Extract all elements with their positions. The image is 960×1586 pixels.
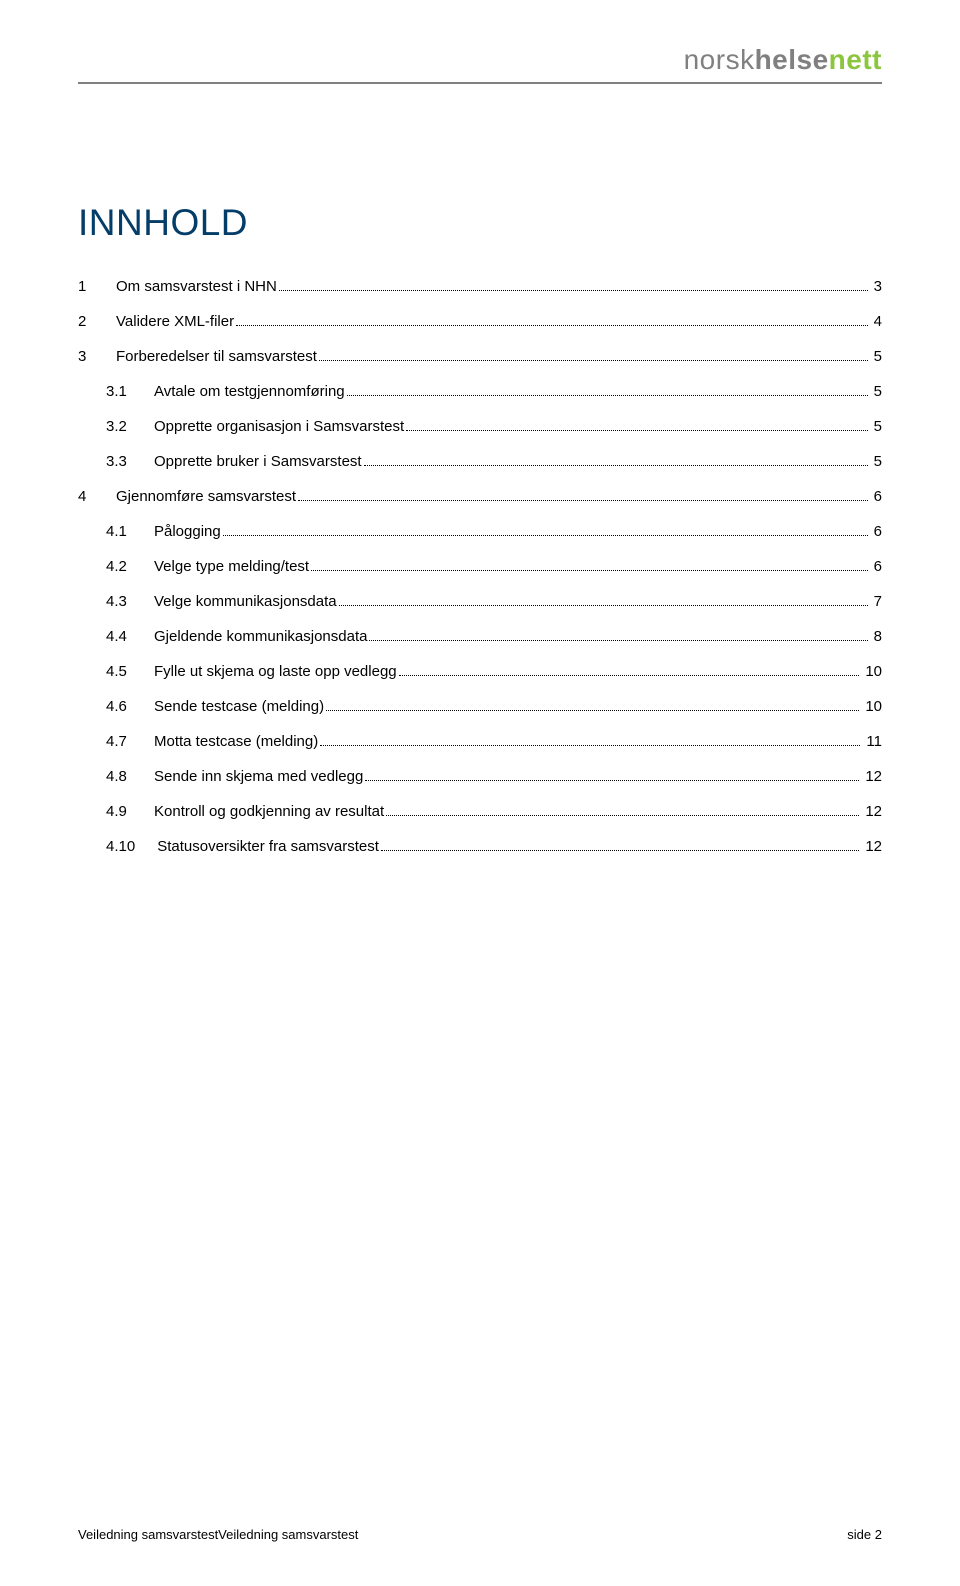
toc-leader-dots (365, 780, 859, 781)
toc-number: 4.2 (106, 558, 132, 575)
toc-leader-dots (236, 325, 868, 326)
toc-leader-dots (339, 605, 868, 606)
toc-leader-dots (320, 745, 860, 746)
toc-label: Gjeldende kommunikasjonsdata (154, 628, 367, 645)
toc-label: Statusoversikter fra samsvarstest (157, 838, 379, 855)
toc-leader-dots (399, 675, 860, 676)
toc-leader-dots (279, 290, 868, 291)
toc-number: 2 (78, 313, 92, 330)
toc-label: Sende testcase (melding) (154, 698, 324, 715)
toc-page-number: 5 (872, 348, 882, 365)
toc-number: 4 (78, 488, 92, 505)
toc-page-number: 4 (872, 313, 882, 330)
toc-entry[interactable]: 4.2 Velge type melding/test 6 (78, 558, 882, 575)
toc-label: Motta testcase (melding) (154, 733, 318, 750)
footer-right-text: side 2 (847, 1527, 882, 1542)
toc-entry[interactable]: 4 Gjennomføre samsvarstest 6 (78, 488, 882, 505)
toc-leader-dots (347, 395, 868, 396)
toc-page-number: 12 (863, 838, 882, 855)
toc-leader-dots (326, 710, 859, 711)
toc-entry[interactable]: 4.1 Pålogging 6 (78, 523, 882, 540)
toc-entry[interactable]: 4.9 Kontroll og godkjenning av resultat 12 (78, 803, 882, 820)
toc-leader-dots (381, 850, 859, 851)
toc-leader-dots (311, 570, 868, 571)
toc-number: 4.4 (106, 628, 132, 645)
toc-page-number: 12 (863, 768, 882, 785)
page-footer: Veiledning samsvarstestVeiledning samsva… (78, 1527, 882, 1542)
toc-page-number: 3 (872, 278, 882, 295)
toc-number: 4.7 (106, 733, 132, 750)
toc-leader-dots (319, 360, 868, 361)
logo-part-2: helse (755, 44, 829, 75)
toc-leader-dots (298, 500, 868, 501)
logo-part-3: nett (829, 44, 882, 75)
toc-entry[interactable]: 3 Forberedelser til samsvarstest 5 (78, 348, 882, 365)
content-area: INNHOLD 1 Om samsvarstest i NHN 3 2 Validere… (78, 202, 882, 873)
toc-label: Om samsvarstest i NHN (116, 278, 277, 295)
page-title: INNHOLD (78, 202, 882, 244)
toc-label: Pålogging (154, 523, 221, 540)
toc-label: Fylle ut skjema og laste opp vedlegg (154, 663, 397, 680)
toc-label: Sende inn skjema med vedlegg (154, 768, 363, 785)
toc-label: Validere XML-filer (116, 313, 234, 330)
toc-label: Velge type melding/test (154, 558, 309, 575)
toc-number: 3.1 (106, 383, 132, 400)
toc-number: 4.8 (106, 768, 132, 785)
toc-number: 3.3 (106, 453, 132, 470)
toc-page-number: 5 (872, 453, 882, 470)
header-divider (78, 82, 882, 84)
toc-label: Kontroll og godkjenning av resultat (154, 803, 384, 820)
toc-label: Opprette organisasjon i Samsvarstest (154, 418, 404, 435)
toc-entry[interactable]: 4.5 Fylle ut skjema og laste opp vedlegg 1… (78, 663, 882, 680)
table-of-contents: 1 Om samsvarstest i NHN 3 2 Validere XML-fil… (78, 278, 882, 855)
toc-entry[interactable]: 4.6 Sende testcase (melding) 10 (78, 698, 882, 715)
toc-entry[interactable]: 3.1 Avtale om testgjennomføring 5 (78, 383, 882, 400)
toc-entry[interactable]: 4.8 Sende inn skjema med vedlegg 12 (78, 768, 882, 785)
toc-page-number: 6 (872, 523, 882, 540)
toc-entry[interactable]: 3.3 Opprette bruker i Samsvarstest 5 (78, 453, 882, 470)
toc-entry[interactable]: 4.4 Gjeldende kommunikasjonsdata 8 (78, 628, 882, 645)
toc-entry[interactable]: 2 Validere XML-filer 4 (78, 313, 882, 330)
toc-page-number: 5 (872, 418, 882, 435)
toc-number: 4.3 (106, 593, 132, 610)
toc-number: 4.9 (106, 803, 132, 820)
toc-number: 4.10 (106, 838, 135, 855)
toc-entry[interactable]: 4.3 Velge kommunikasjonsdata 7 (78, 593, 882, 610)
toc-label: Avtale om testgjennomføring (154, 383, 345, 400)
toc-number: 4.5 (106, 663, 132, 680)
toc-page-number: 10 (863, 663, 882, 680)
toc-page-number: 5 (872, 383, 882, 400)
toc-entry[interactable]: 3.2 Opprette organisasjon i Samsvarstest 5 (78, 418, 882, 435)
toc-label: Forberedelser til samsvarstest (116, 348, 317, 365)
toc-page-number: 8 (872, 628, 882, 645)
toc-leader-dots (406, 430, 868, 431)
toc-label: Gjennomføre samsvarstest (116, 488, 296, 505)
footer-left-text: Veiledning samsvarstestVeiledning samsva… (78, 1527, 358, 1542)
document-page: norskhelsenett INNHOLD 1 Om samsvarstest … (0, 0, 960, 1586)
toc-entry[interactable]: 1 Om samsvarstest i NHN 3 (78, 278, 882, 295)
toc-number: 4.6 (106, 698, 132, 715)
toc-number: 4.1 (106, 523, 132, 540)
toc-label: Opprette bruker i Samsvarstest (154, 453, 362, 470)
brand-logo: norskhelsenett (684, 44, 882, 76)
toc-page-number: 6 (872, 488, 882, 505)
toc-leader-dots (386, 815, 859, 816)
toc-entry[interactable]: 4.7 Motta testcase (melding) 11 (78, 733, 882, 750)
toc-page-number: 7 (872, 593, 882, 610)
toc-number: 3 (78, 348, 92, 365)
toc-label: Velge kommunikasjonsdata (154, 593, 337, 610)
toc-leader-dots (223, 535, 868, 536)
toc-page-number: 11 (864, 733, 882, 750)
logo-part-1: norsk (684, 44, 755, 75)
toc-leader-dots (364, 465, 868, 466)
toc-leader-dots (369, 640, 867, 641)
toc-page-number: 12 (863, 803, 882, 820)
toc-number: 1 (78, 278, 92, 295)
toc-page-number: 10 (863, 698, 882, 715)
toc-entry[interactable]: 4.10 Statusoversikter fra samsvarstest 12 (78, 838, 882, 855)
toc-page-number: 6 (872, 558, 882, 575)
toc-number: 3.2 (106, 418, 132, 435)
